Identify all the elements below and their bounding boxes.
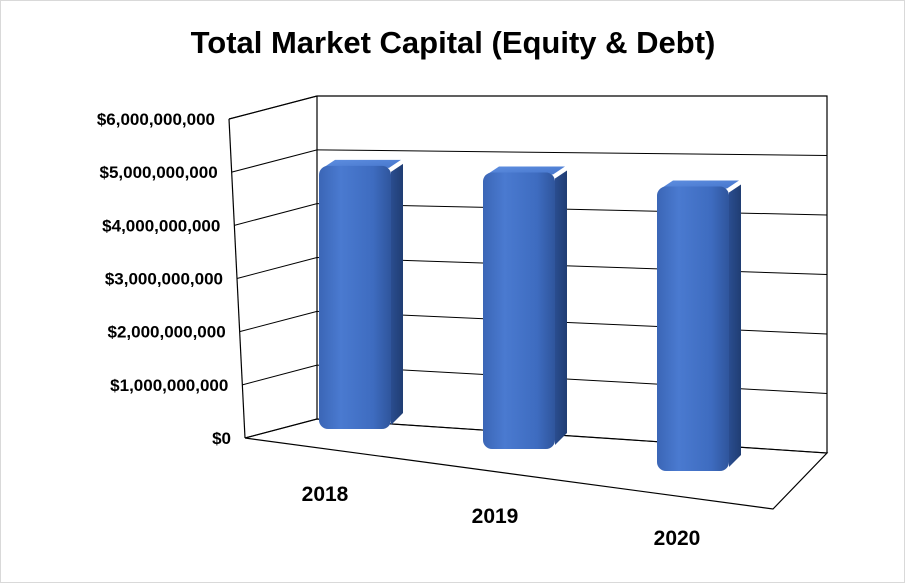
- bar-front-face: [319, 165, 391, 429]
- bar-front-face: [483, 172, 555, 450]
- y-tick-label: $1,000,000,000: [110, 376, 228, 395]
- chart-title: Total Market Capital (Equity & Debt): [191, 25, 716, 60]
- bar-side-face: [555, 170, 567, 446]
- gridline-side: [236, 257, 318, 279]
- bar-side-face: [729, 184, 741, 467]
- gridline-side: [231, 149, 318, 173]
- bar-front-face: [657, 186, 729, 471]
- bar-2020: [657, 180, 741, 471]
- y-tick-label: $4,000,000,000: [102, 216, 220, 235]
- y-tick-label: $3,000,000,000: [105, 270, 223, 289]
- bar-side-face: [391, 163, 403, 425]
- gridline-side: [244, 418, 318, 439]
- x-category-label: 2018: [302, 483, 349, 506]
- y-tick-label: $0: [212, 429, 231, 448]
- bar-2019: [483, 166, 567, 450]
- bar-2018: [319, 159, 403, 429]
- x-category-label: 2020: [654, 527, 701, 550]
- gridline-side: [242, 364, 318, 386]
- gridline-back: [316, 149, 828, 156]
- gridline-side: [228, 95, 318, 120]
- gridline-side: [239, 310, 318, 333]
- y-axis-ticks: $0 $1,000,000,000 $2,000,000,000 $3,000,000…: [97, 110, 231, 448]
- y-tick-label: $2,000,000,000: [107, 323, 225, 342]
- y-tick-label: $6,000,000,000: [97, 110, 215, 129]
- x-category-label: 2019: [472, 505, 519, 528]
- gridline-side: [234, 203, 318, 226]
- x-axis-categories: 2018 2019 2020: [302, 483, 701, 550]
- y-tick-label: $5,000,000,000: [99, 163, 217, 182]
- bars: [319, 159, 741, 471]
- gridline-back: [316, 418, 828, 454]
